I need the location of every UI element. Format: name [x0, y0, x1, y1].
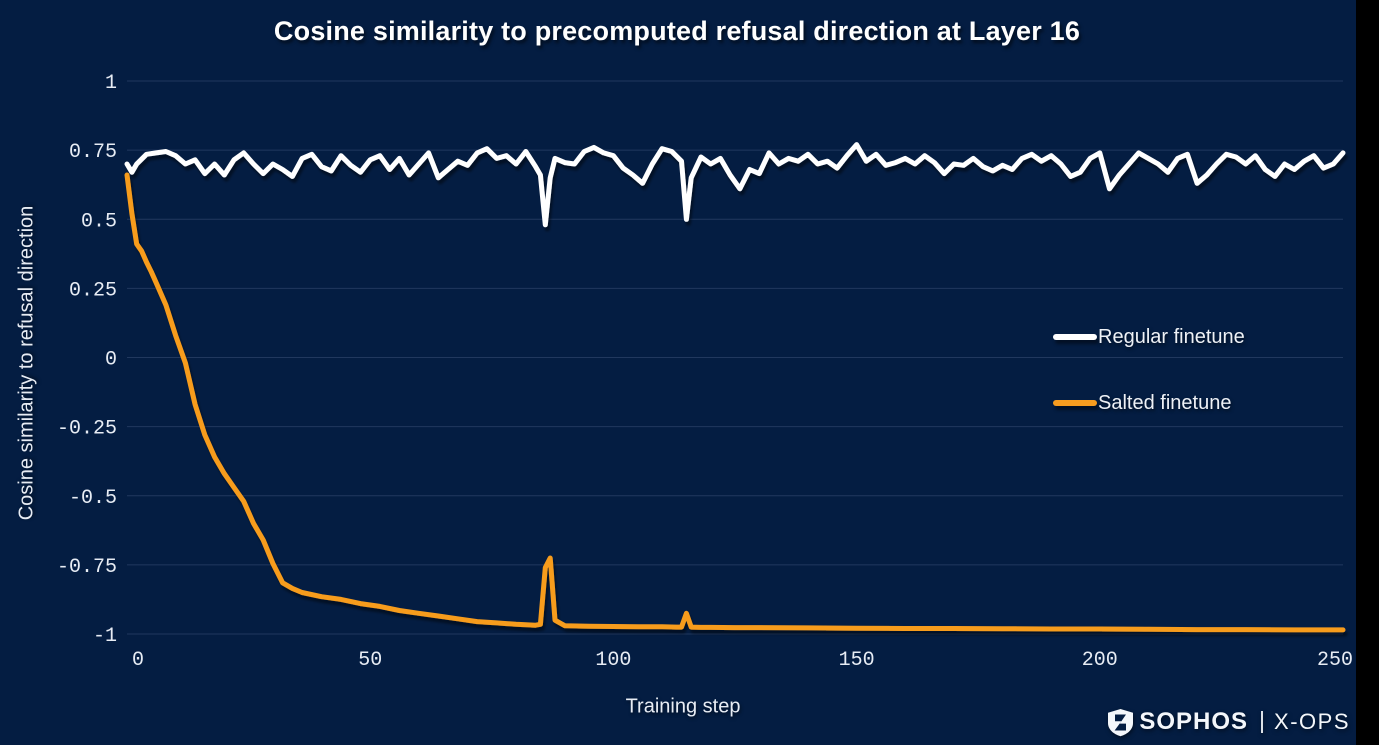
y-tick-label: -0.25 — [57, 418, 117, 441]
y-tick-label: 1 — [105, 72, 117, 95]
sophos-wordmark: SOPHOS — [1139, 708, 1249, 735]
x-tick-label: 50 — [358, 649, 382, 672]
y-tick-label: -0.75 — [57, 556, 117, 579]
y-tick-label: 0.75 — [69, 141, 117, 164]
y-tick-label: 0.25 — [69, 279, 117, 302]
letterbox-strip — [1356, 0, 1379, 745]
salted-finetune-line — [124, 172, 1346, 633]
y-axis-title: Cosine similarity to refusal direction — [15, 205, 38, 521]
xops-wordmark: X-OPS — [1274, 709, 1350, 734]
regular-finetune-line — [124, 142, 1346, 228]
legend: Regular finetune Salted finetune — [1053, 322, 1245, 454]
legend-item-salted-finetune: Salted finetune — [1053, 388, 1245, 418]
chart-title: Cosine similarity to precomputed refusal… — [273, 16, 1081, 46]
x-tick-label: 100 — [595, 649, 631, 672]
x-tick-label: 250 — [1317, 649, 1353, 672]
x-tick-label: 150 — [839, 649, 875, 672]
y-tick-label: 0 — [105, 349, 117, 372]
salted-finetune-swatch — [1053, 400, 1097, 406]
legend-label-salted-finetune: Salted finetune — [1098, 391, 1232, 414]
legend-label-regular-finetune: Regular finetune — [1098, 325, 1245, 348]
x-tick-label: 0 — [132, 649, 144, 672]
y-tick-label: 0.5 — [81, 210, 117, 233]
logo-divider — [1261, 711, 1264, 733]
sophos-xops-logo: SOPHOS X-OPS — [1107, 706, 1350, 738]
x-tick-label: 200 — [1082, 649, 1118, 672]
y-tick-label: -0.5 — [69, 487, 117, 510]
x-axis-title: Training step — [625, 695, 741, 718]
y-tick-label: -1 — [93, 625, 117, 648]
regular-finetune-swatch — [1053, 334, 1097, 340]
legend-item-regular-finetune: Regular finetune — [1053, 322, 1245, 352]
sophos-shield-icon — [1108, 708, 1134, 736]
